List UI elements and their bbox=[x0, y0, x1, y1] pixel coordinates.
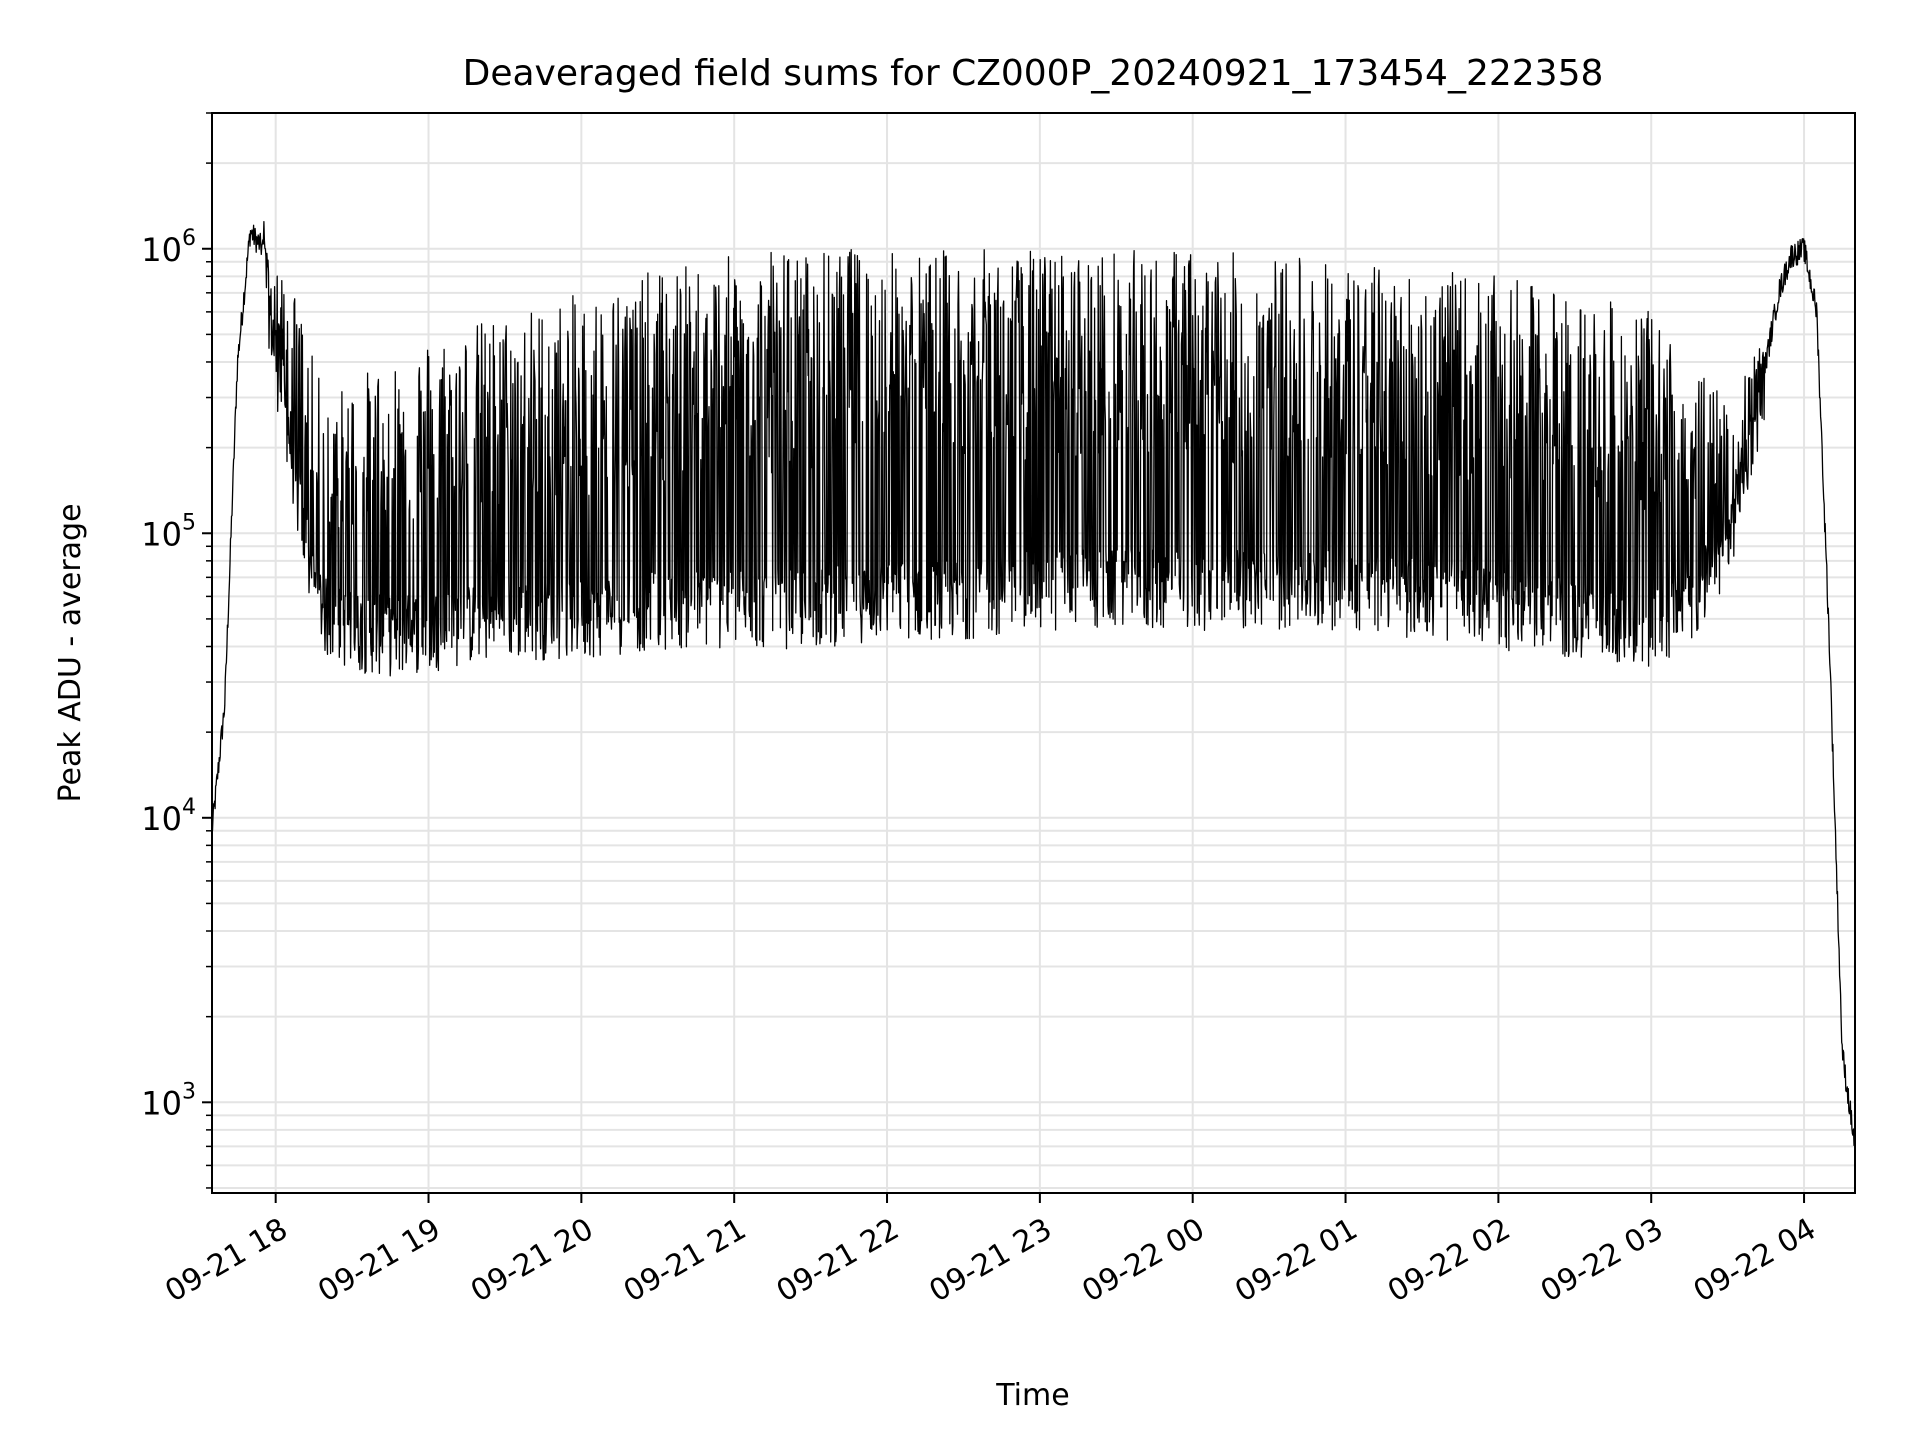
y-tick-exponent: 4 bbox=[182, 795, 196, 820]
y-tick-label: 103 bbox=[141, 1079, 196, 1122]
series-line bbox=[211, 220, 1856, 1150]
y-tick-exponent: 5 bbox=[182, 510, 196, 535]
y-axis-label: Peak ADU - average bbox=[53, 503, 88, 802]
y-tick-exponent: 6 bbox=[182, 226, 196, 251]
chart-title: Deaveraged field sums for CZ000P_2024092… bbox=[463, 53, 1604, 94]
y-tick-label: 106 bbox=[141, 226, 196, 269]
y-tick-label: 105 bbox=[141, 510, 196, 553]
y-tick-base: 10 bbox=[141, 1084, 182, 1122]
axes-frame bbox=[211, 112, 1856, 1194]
plot-area bbox=[211, 220, 1856, 1150]
y-tick-base: 10 bbox=[141, 800, 182, 838]
y-tick-base: 10 bbox=[141, 231, 182, 269]
y-tick-base: 10 bbox=[141, 515, 182, 553]
y-tick-label: 104 bbox=[141, 795, 196, 838]
x-axis-label: Time bbox=[995, 1378, 1069, 1413]
y-tick-exponent: 3 bbox=[182, 1079, 196, 1104]
